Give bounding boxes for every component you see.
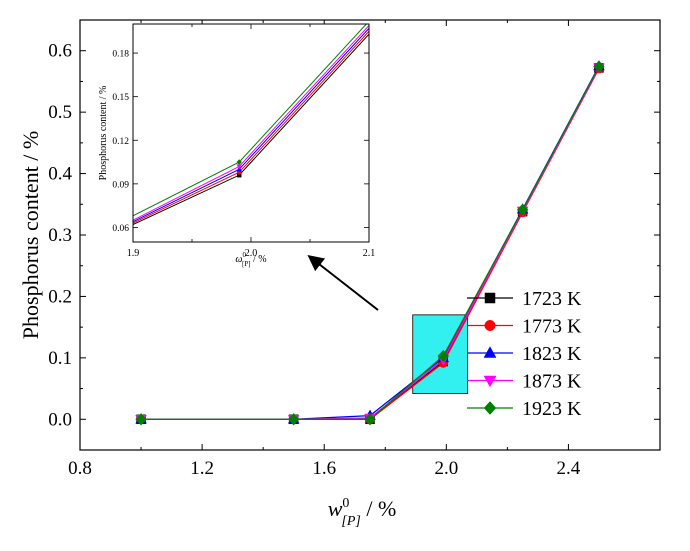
x-axis-label-sub: [P]	[341, 514, 360, 529]
y-tick-label: 0.2	[48, 286, 72, 307]
data-point-1923-k	[437, 349, 450, 363]
x-axis-label-symbol: w	[328, 496, 343, 521]
inset-frame-bg	[132, 23, 370, 243]
y-axis-label: Phosphorus content / %	[18, 131, 43, 339]
inset-plot: 1.9 2.0 2.1 0.06 0.09 0.12 0.15 0.18 ω0 [P] / % Ph…	[98, 23, 376, 268]
y-tick-label: 0.6	[48, 41, 72, 62]
series-line-1923-k	[141, 66, 600, 420]
legend-marker-1923-k	[483, 401, 497, 415]
inset-y-tick-label: 0.06	[112, 224, 129, 234]
inset-x-label-sup: 0	[242, 251, 246, 259]
y-tick-label: 0.1	[48, 348, 72, 369]
inset-x-label-sub: [P]	[242, 260, 251, 268]
inset-y-tick-label: 0.15	[112, 93, 129, 103]
inset-x-label-unit: / %	[251, 254, 267, 265]
inset-x-axis-label: ω0 [P] / %	[235, 251, 266, 268]
data-point-1923-k	[593, 60, 605, 73]
inset-data-point-1923-k	[236, 159, 242, 166]
legend-label-1823-k: 1823 K	[522, 343, 582, 365]
data-point-1923-k	[516, 203, 529, 217]
legend-label-1773-k: 1773 K	[522, 316, 582, 338]
y-tick-label: 0.3	[48, 225, 72, 246]
legend-marker-1723-k	[484, 292, 496, 304]
legend-marker-1773-k	[484, 320, 496, 331]
legend-label-1923-k: 1923 K	[522, 398, 582, 420]
x-tick-label: 2.0	[434, 458, 458, 479]
inset-x-tick-label: 1.9	[127, 248, 140, 259]
inset-x-tick-label: 2.0	[245, 248, 258, 259]
y-tick-label: 0.5	[48, 102, 72, 123]
inset-y-tick-label: 0.18	[112, 50, 129, 60]
x-axis-label-unit: / %	[361, 496, 396, 521]
legend-label-1873-k: 1873 K	[522, 371, 582, 393]
y-tick-label: 0.0	[48, 409, 72, 430]
legend: 1723 K 1773 K 1823 K 1873 K 1923 K	[467, 288, 582, 420]
inset-x-label-symbol: ω	[235, 254, 242, 265]
data-point-1923-k	[287, 413, 300, 426]
x-axis-label-sup: 0	[342, 496, 349, 511]
legend-marker-1873-k	[483, 375, 497, 388]
main-plot: 0.8 1.2 1.6 2.0 2.40.00.10.20.30.40.50.6w0 [P…	[18, 19, 661, 529]
inset-y-tick-label: 0.12	[112, 137, 129, 147]
x-tick-label: 1.2	[190, 458, 214, 479]
data-point-1923-k	[135, 413, 147, 426]
inset-data-group	[133, 24, 369, 226]
x-tick-label: 2.4	[557, 458, 581, 479]
inset-x-tick-label: 2.1	[363, 248, 376, 259]
inset-frame	[132, 23, 370, 243]
x-tick-label: 0.8	[68, 458, 92, 479]
data-point-1923-k	[364, 413, 376, 426]
inset-y-tick-label: 0.09	[112, 180, 129, 190]
zoom-arrow	[307, 255, 379, 311]
x-tick-label: 1.6	[312, 458, 336, 479]
legend-marker-1823-k	[483, 346, 497, 358]
x-axis-label: w0 [P] / %	[328, 496, 397, 529]
inset-y-axis-label: Phosphorus content / %	[98, 86, 109, 181]
y-tick-label: 0.4	[48, 164, 72, 185]
legend-label-1723-k: 1723 K	[522, 288, 582, 310]
